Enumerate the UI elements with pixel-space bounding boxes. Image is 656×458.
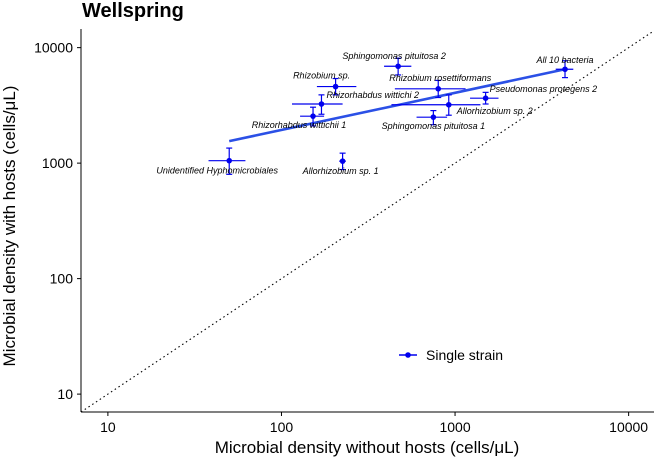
data-point <box>435 86 442 92</box>
y-axis-title: Microbial density with hosts (cells/μL) <box>0 86 19 367</box>
x-tick-label: 100 <box>270 419 294 435</box>
data-point <box>332 83 339 90</box>
point-label: Rhizobium rosettiformans <box>389 73 492 83</box>
point-label: Sphingomonas pituitosa 2 <box>342 51 446 61</box>
data-point <box>445 101 452 108</box>
point-label: Rhizorhabdus wittichi 2 <box>326 90 419 100</box>
point-label: Sphingomonas pituitosa 1 <box>382 121 486 131</box>
legend-swatch-point <box>405 352 411 358</box>
data-point <box>310 113 316 119</box>
chart-title: Wellspring <box>82 0 184 22</box>
data-point <box>226 157 233 164</box>
legend-label: Single strain <box>426 347 503 363</box>
y-tick-label: 10000 <box>34 40 73 56</box>
data-point <box>395 63 401 70</box>
y-tick-label: 100 <box>50 271 74 287</box>
point-label: Unidentified Hyphomicrobiales <box>156 166 278 176</box>
data-point <box>482 95 489 101</box>
data-point <box>562 66 568 73</box>
x-tick-label: 10000 <box>609 419 648 435</box>
y-tick-label: 10 <box>57 386 73 402</box>
x-tick-label: 10 <box>100 419 116 435</box>
point-label: Rhizorhabdus wittichii 1 <box>252 120 347 130</box>
data-point <box>318 101 325 107</box>
point-label: Allorhizobium sp. 2 <box>456 106 533 116</box>
data-point <box>339 158 346 164</box>
point-label: Pseudomonas protegens 2 <box>490 84 598 94</box>
point-label: Rhizobium sp. <box>293 71 350 81</box>
x-tick-label: 1000 <box>439 419 470 435</box>
x-axis-title: Microbial density without hosts (cells/μ… <box>215 438 520 457</box>
point-label: Allorhizobium sp. 1 <box>302 166 379 176</box>
data-point <box>430 114 437 120</box>
y-tick-label: 1000 <box>42 155 73 171</box>
point-label: All 10 bacteria <box>535 55 593 65</box>
